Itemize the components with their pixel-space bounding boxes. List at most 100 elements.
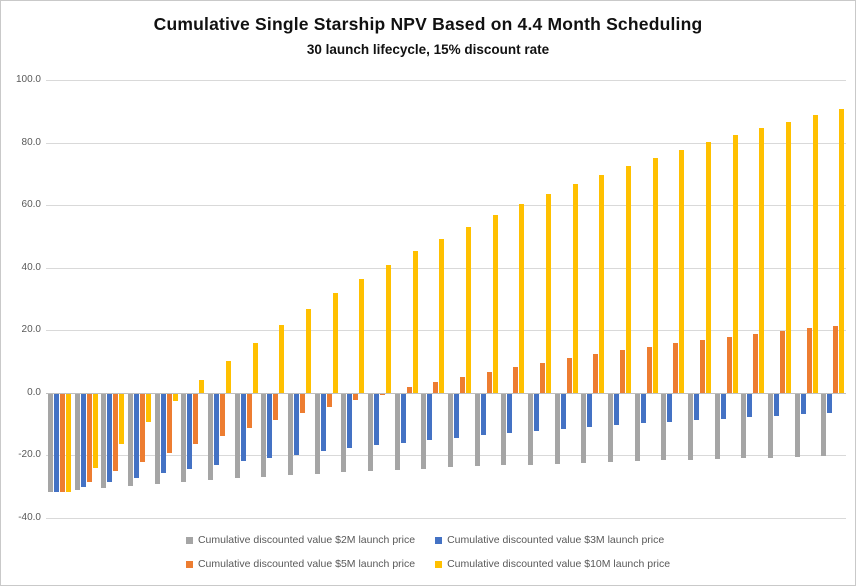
bar <box>560 393 566 429</box>
bar <box>293 393 299 455</box>
legend-item-3m-launch-price: Cumulative discounted value $3M launch p… <box>435 534 670 546</box>
legend: Cumulative discounted value $2M launch p… <box>1 534 855 570</box>
bar <box>139 393 145 462</box>
bar <box>299 393 305 414</box>
bar <box>172 393 178 401</box>
bar <box>673 343 679 393</box>
legend-item-5m-launch-price: Cumulative discounted value $5M launch p… <box>185 558 416 570</box>
legend-label-2m: Cumulative discounted value $2M launch p… <box>197 534 416 546</box>
bar <box>305 309 311 393</box>
legend-label-10m: Cumulative discounted value $10M launch … <box>447 558 671 570</box>
bar <box>539 362 545 393</box>
bar <box>234 393 240 479</box>
bar <box>572 184 578 393</box>
plot-area <box>46 80 846 519</box>
bar <box>187 393 193 470</box>
bar <box>412 251 418 393</box>
bar <box>474 393 480 467</box>
bar <box>599 174 605 393</box>
bar <box>554 393 560 464</box>
bar <box>693 393 699 421</box>
bar <box>353 393 359 401</box>
bar <box>646 346 652 393</box>
legend-grid: Cumulative discounted value $2M launch p… <box>185 534 671 570</box>
bar <box>341 393 347 473</box>
bar <box>839 109 845 393</box>
bar <box>486 371 492 393</box>
bar <box>385 264 391 393</box>
bar <box>246 393 252 428</box>
y-axis-tick-label: 20.0 <box>21 324 41 336</box>
bar <box>747 393 753 418</box>
bar <box>779 330 785 393</box>
bar <box>527 393 533 465</box>
gridline <box>46 330 846 332</box>
bar <box>714 393 720 459</box>
bar <box>394 393 400 470</box>
gridline <box>46 455 846 457</box>
bar <box>59 393 65 493</box>
y-axis-tick-label: 100.0 <box>15 74 41 85</box>
bar <box>273 393 279 421</box>
bar <box>86 393 92 482</box>
bar <box>634 393 640 462</box>
bar <box>320 393 326 452</box>
y-axis-tick-label: -40.0 <box>18 512 41 523</box>
bar <box>359 278 365 393</box>
legend-marker-10m-icon <box>435 560 443 568</box>
bar <box>160 393 166 474</box>
bar <box>252 342 258 393</box>
y-axis-tick-label: -20.0 <box>18 449 41 461</box>
bar <box>566 358 572 393</box>
bar <box>741 393 747 459</box>
bar <box>806 328 812 393</box>
bar <box>406 387 412 393</box>
bar <box>667 393 673 422</box>
bar <box>213 393 219 466</box>
bar <box>812 115 818 393</box>
legend-item-2m-launch-price: Cumulative discounted value $2M launch p… <box>185 534 416 546</box>
bar <box>519 204 525 393</box>
bar <box>181 393 187 482</box>
bar <box>447 393 453 468</box>
bar <box>400 393 406 443</box>
bar <box>459 376 465 393</box>
bar <box>587 393 593 427</box>
bar <box>625 166 631 393</box>
bar <box>379 393 385 395</box>
bar <box>145 393 151 423</box>
bar <box>465 226 471 393</box>
bar <box>533 393 539 431</box>
bar <box>287 393 293 476</box>
bar <box>47 393 53 493</box>
legend-label-5m: Cumulative discounted value $5M launch p… <box>197 558 416 570</box>
bar <box>661 393 667 461</box>
bar <box>726 336 732 393</box>
bar <box>794 393 800 458</box>
bar <box>759 128 765 393</box>
bar <box>699 340 705 393</box>
bar <box>199 379 205 393</box>
bar <box>101 393 107 489</box>
bar <box>513 366 519 393</box>
bar <box>581 393 587 463</box>
bar <box>193 393 199 444</box>
gridline <box>46 205 846 207</box>
bar <box>652 157 658 393</box>
bar <box>113 393 119 472</box>
bar <box>347 393 353 449</box>
chart-title: Cumulative Single Starship NPV Based on … <box>153 14 703 34</box>
bar <box>225 360 231 393</box>
bar <box>240 393 246 462</box>
y-axis-tick-label: 80.0 <box>21 136 41 148</box>
bar <box>720 393 726 419</box>
bar <box>785 121 791 393</box>
gridline <box>46 80 846 81</box>
bar <box>332 293 338 393</box>
bar <box>65 393 71 493</box>
bar <box>427 393 433 441</box>
bar <box>154 393 160 484</box>
bar <box>367 393 373 472</box>
bar <box>607 393 613 462</box>
